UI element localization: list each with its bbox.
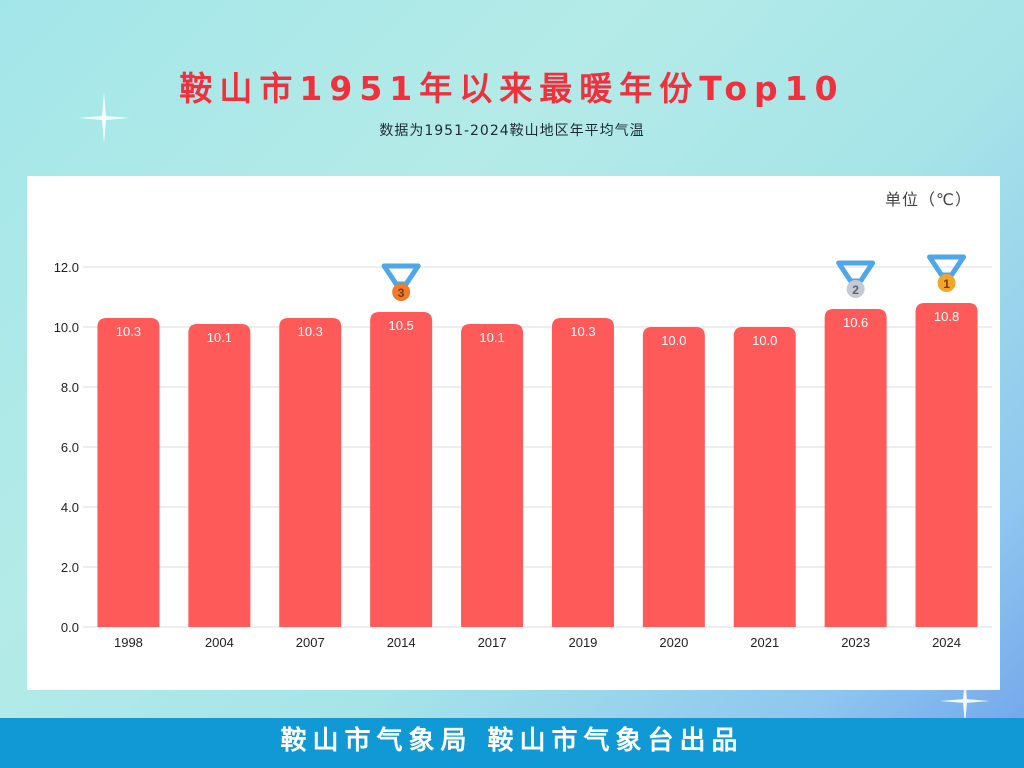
bar-value-label: 10.3 <box>298 324 323 339</box>
y-tick-label: 10.0 <box>54 320 79 335</box>
chart-panel: 单位（℃） 0.0 2.0 4.0 6.0 8.0 10.0 12.0 10.3 1998 10.… <box>27 176 1000 690</box>
bar-value-label: 10.3 <box>116 324 141 339</box>
x-tick-label: 2004 <box>205 635 234 650</box>
y-tick-label: 0.0 <box>61 620 79 635</box>
bar <box>97 318 160 627</box>
bar-value-label: 10.6 <box>843 315 868 330</box>
bar-value-label: 10.1 <box>207 330 232 345</box>
bar-value-label: 10.8 <box>934 309 959 324</box>
x-tick-label: 2014 <box>387 635 416 650</box>
y-tick-label: 4.0 <box>61 500 79 515</box>
bar <box>279 318 342 627</box>
x-tick-label: 2024 <box>932 635 961 650</box>
svg-text:1: 1 <box>943 277 950 291</box>
sparkle-icon <box>78 92 130 144</box>
page-subtitle: 数据为1951-2024鞍山地区年平均气温 <box>379 123 645 139</box>
bar <box>733 327 796 627</box>
bar-value-label: 10.0 <box>661 333 686 348</box>
silver-medal-icon: 2 <box>836 260 876 298</box>
bar <box>370 312 433 627</box>
bar <box>188 324 251 627</box>
footer-credit: 鞍山市气象局 鞍山市气象台出品 <box>0 718 1024 768</box>
bar <box>642 327 705 627</box>
y-tick-label: 12.0 <box>54 260 79 275</box>
bar-value-label: 10.5 <box>388 318 413 333</box>
bar-value-label: 10.3 <box>570 324 595 339</box>
bronze-medal-icon: 3 <box>381 263 421 301</box>
bar <box>551 318 614 627</box>
x-tick-label: 2023 <box>841 635 870 650</box>
x-tick-label: 2017 <box>478 635 507 650</box>
x-tick-label: 2020 <box>659 635 688 650</box>
svg-text:3: 3 <box>398 286 405 300</box>
y-tick-label: 6.0 <box>61 440 79 455</box>
y-tick-label: 8.0 <box>61 380 79 395</box>
x-tick-label: 1998 <box>114 635 143 650</box>
x-tick-label: 2007 <box>296 635 325 650</box>
bar-chart: 0.0 2.0 4.0 6.0 8.0 10.0 12.0 10.3 1998 10.1 2004 1… <box>54 254 992 650</box>
bar <box>915 303 978 627</box>
x-tick-label: 2021 <box>750 635 779 650</box>
y-tick-label: 2.0 <box>61 560 79 575</box>
gold-medal-icon: 1 <box>927 254 967 292</box>
bar <box>824 309 887 627</box>
unit-label: 单位（℃） <box>885 190 972 209</box>
x-tick-label: 2019 <box>568 635 597 650</box>
bar <box>461 324 524 627</box>
bar-value-label: 10.1 <box>479 330 504 345</box>
bar-value-label: 10.0 <box>752 333 777 348</box>
page-title: 鞍山市1951年以来最暖年份Top10 <box>179 69 845 108</box>
svg-text:2: 2 <box>852 283 859 297</box>
sparkle-icon <box>940 676 990 726</box>
